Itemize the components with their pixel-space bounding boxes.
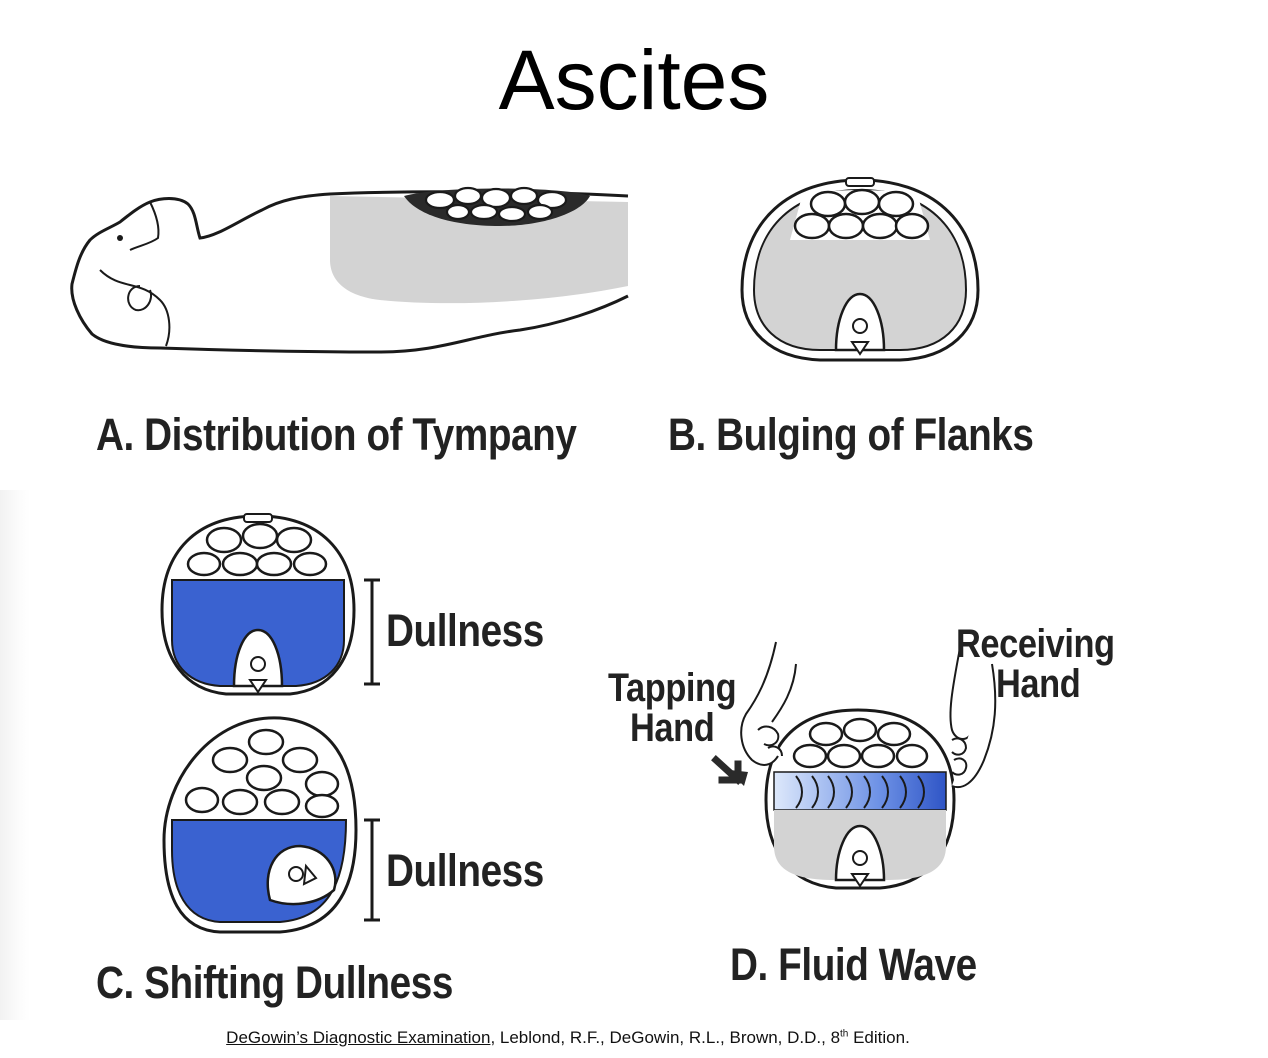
dullness-label-bottom: Dullness — [386, 845, 544, 896]
citation-edition: Edition. — [848, 1028, 910, 1047]
dullness-bracket-bottom — [364, 818, 380, 922]
panel-d-bowel-loops — [792, 717, 929, 769]
panel-a-figure — [70, 186, 629, 354]
supine-body-outline — [70, 190, 629, 354]
panel-c-bottom-figure — [162, 716, 380, 934]
citation-book-title: DeGowin’s Diagnostic Examination — [226, 1028, 491, 1047]
panel-c-top-bowel-loops — [186, 522, 328, 577]
tapping-hand-icon — [740, 641, 797, 766]
panel-b-navel — [845, 177, 875, 187]
tympany-gas-bubbles — [404, 186, 590, 226]
panel-b-bowel-loops — [793, 188, 930, 240]
receiving-hand-icon — [949, 647, 997, 789]
tapping-label-1: Tapping — [608, 666, 737, 710]
citation-authors: , Leblond, R.F., DeGowin, R.L., Brown, D… — [490, 1028, 841, 1047]
caption-c: C. Shifting Dullness — [96, 957, 453, 1008]
panel-d-figure — [711, 641, 997, 890]
tapping-label-2: Hand — [630, 706, 715, 750]
dullness-label-top: Dullness — [386, 605, 544, 656]
panel-c-top-figure — [160, 513, 380, 696]
abdominal-fluid-region — [330, 196, 628, 304]
neck-line — [99, 269, 171, 347]
dullness-bracket-top — [364, 578, 380, 686]
panel-d-wave-ripples — [795, 775, 925, 809]
ear-icon — [127, 285, 152, 312]
caption-d: D. Fluid Wave — [730, 939, 977, 990]
scan-shadow — [0, 490, 30, 1020]
page-title: Ascites — [498, 33, 770, 127]
tap-arrow-icon — [711, 755, 743, 785]
receiving-label-1: Receiving — [956, 622, 1115, 666]
panel-c-bottom-bowel-loops — [184, 728, 340, 819]
panel-b-figure — [740, 177, 980, 362]
eye-icon — [117, 235, 123, 241]
caption-b: B. Bulging of Flanks — [668, 409, 1034, 460]
jaw-line — [129, 201, 160, 251]
citation: DeGowin’s Diagnostic Examination, Leblon… — [0, 1028, 1136, 1048]
caption-a: A. Distribution of Tympany — [96, 409, 577, 460]
panel-b-vertebra-icon — [852, 318, 868, 334]
receiving-label-2: Hand — [996, 662, 1081, 706]
citation-edition-sup: th — [840, 1028, 849, 1040]
